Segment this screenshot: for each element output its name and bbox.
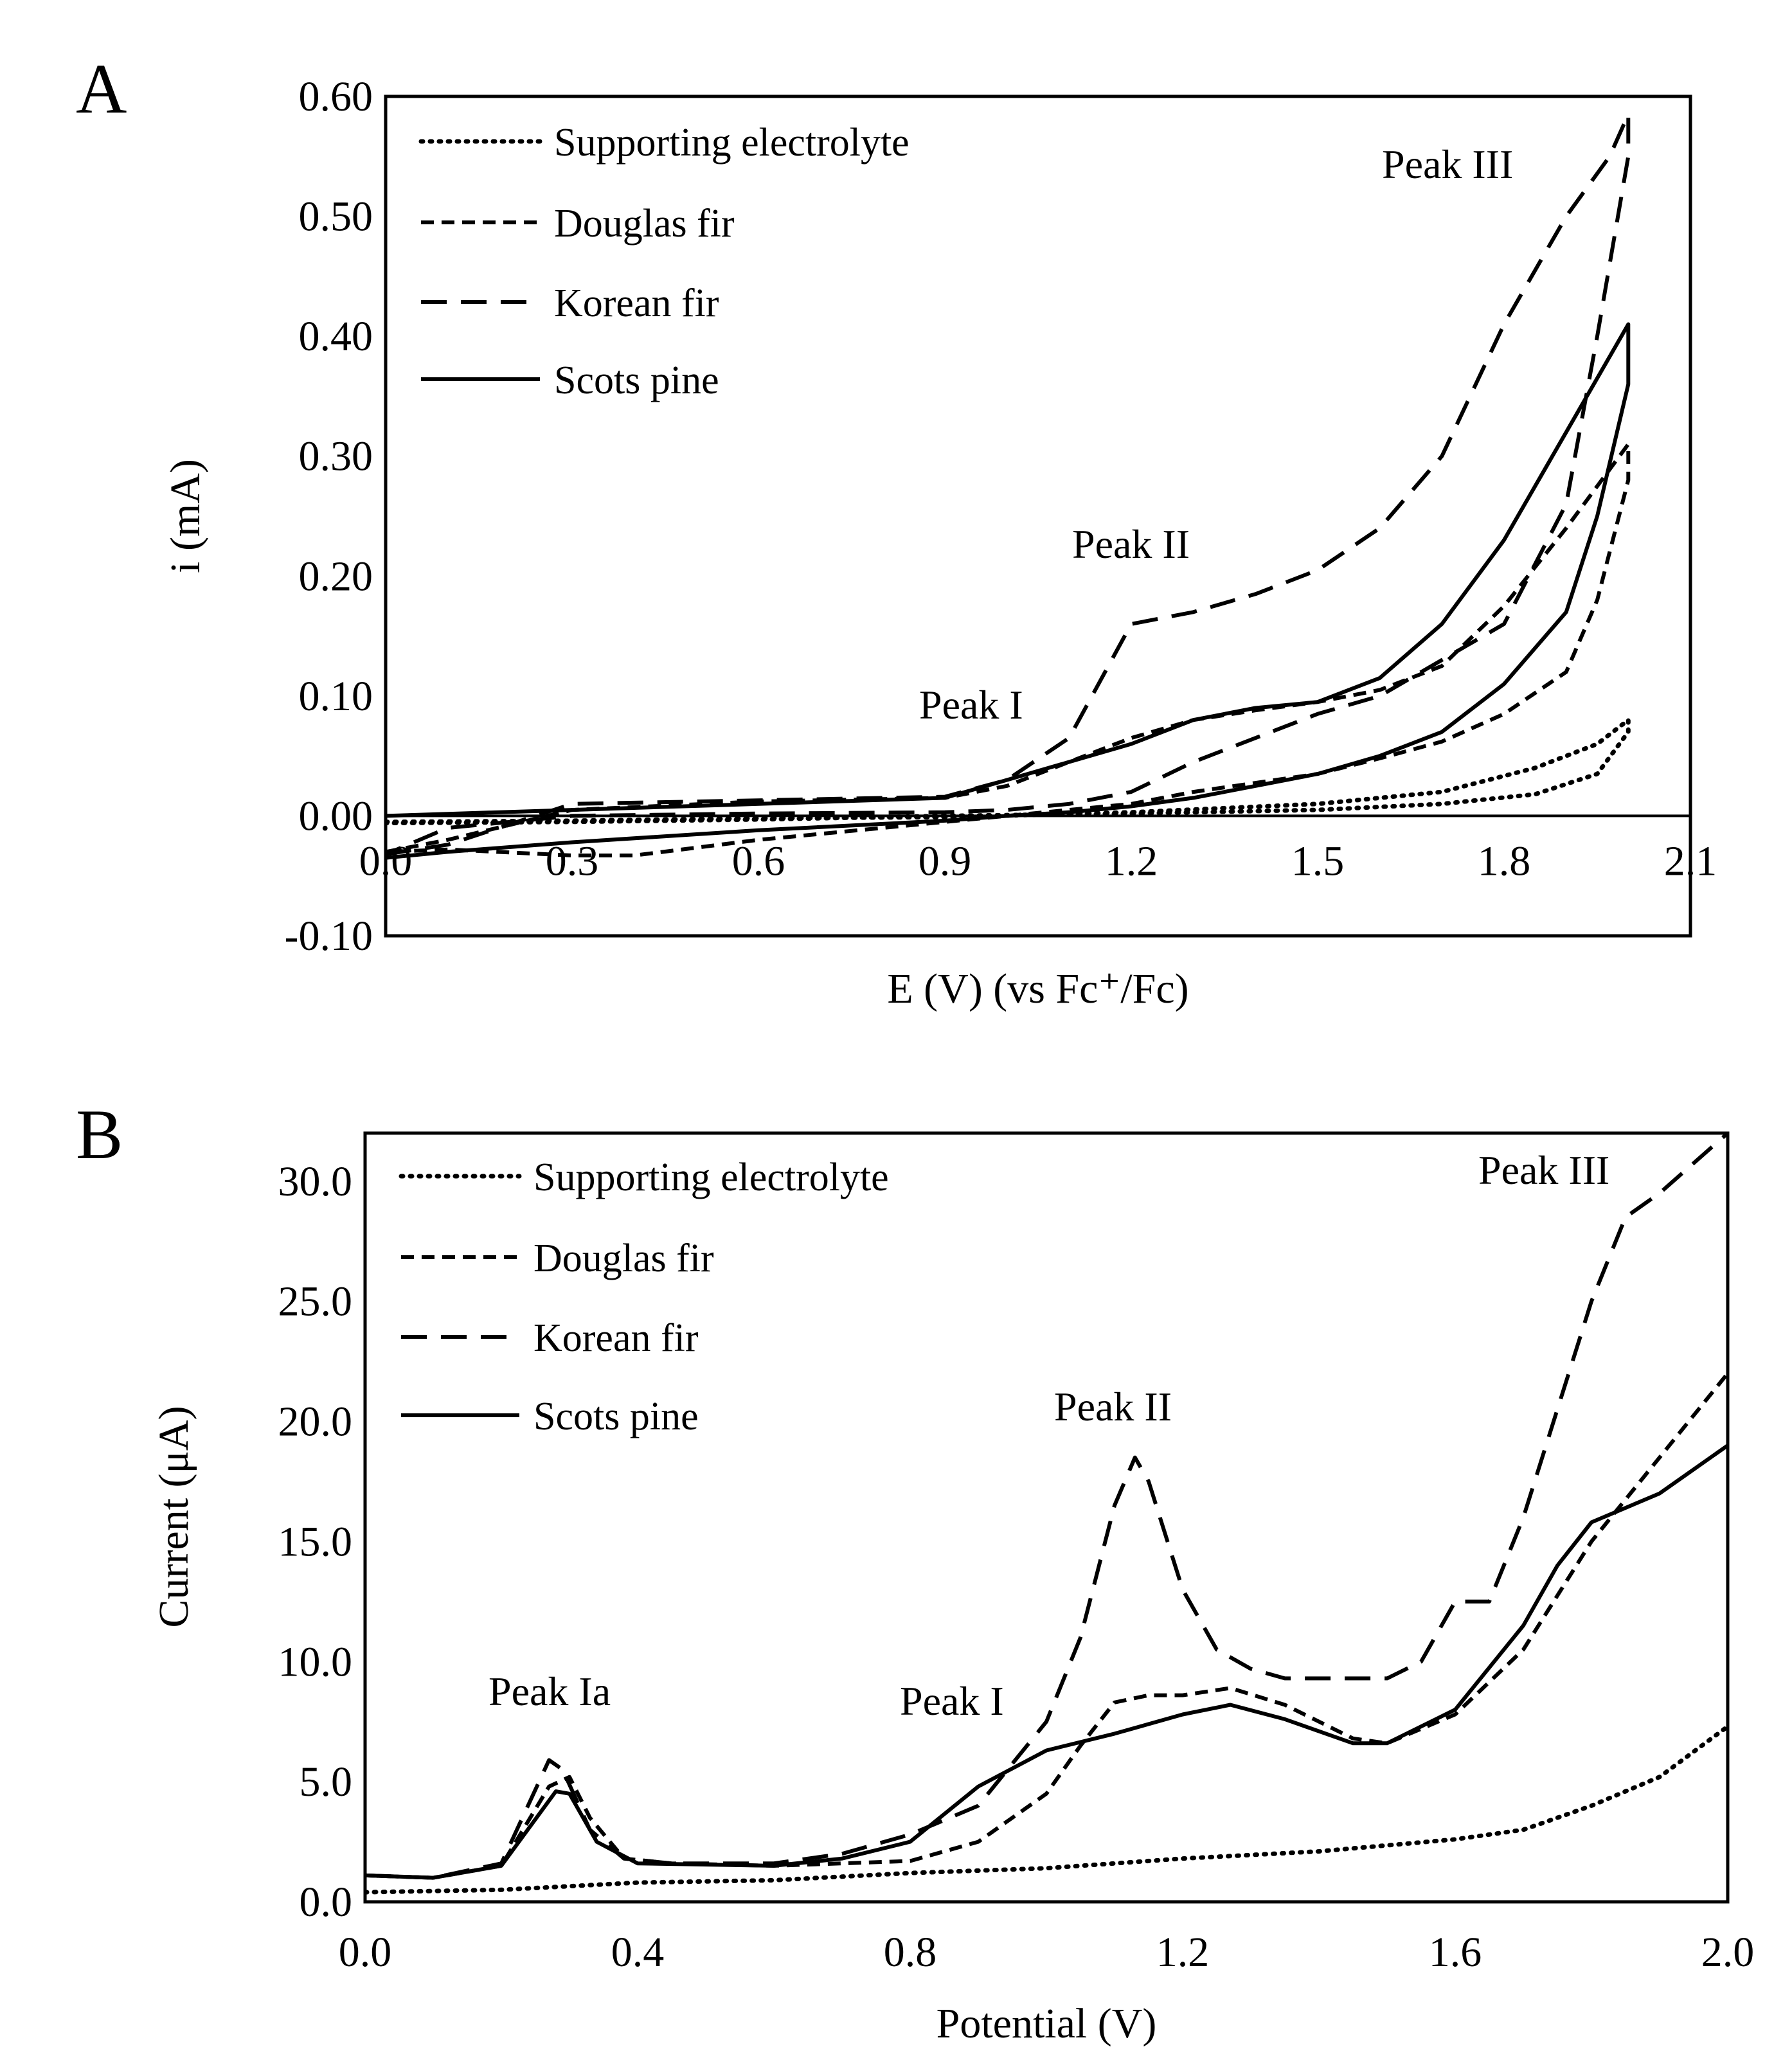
legend-b: Supporting electrolyte Douglas fir Korea… [399,1156,889,1438]
y-axis-label-a: i (mA) [162,459,209,573]
y-tick-label: 25.0 [278,1278,353,1325]
x-tick-label: 1.8 [1478,837,1531,884]
annotation-peak-i-b: Peak I [900,1678,1004,1724]
x-tick-label: 0.6 [732,837,785,884]
y-tick-label: 0.50 [299,193,373,240]
legend-label: Douglas fir [533,1237,714,1280]
y-tick-label: 0.60 [299,73,373,120]
y-tick-label: 10.0 [278,1638,353,1685]
y-tick-label: 0.40 [299,313,373,360]
annotation-peak-iii-b: Peak III [1478,1147,1609,1193]
y-tick-label: 15.0 [278,1518,353,1565]
x-tick-label: 0.4 [611,1929,665,1976]
y-axis-label-b: Current (μA) [150,1406,197,1627]
x-tick-label: 1.2 [1105,837,1158,884]
y-tick-label: 0.30 [299,433,373,480]
y-ticks-a: -0.10 0.00 0.10 0.20 0.30 0.40 0.50 0.60 [285,73,373,960]
x-tick-label: 0.3 [546,837,599,884]
x-tick-label: 2.1 [1664,837,1717,884]
annotation-peak-ii-a: Peak II [1072,521,1190,567]
x-tick-label: 1.6 [1429,1929,1482,1976]
y-tick-label: -0.10 [285,913,373,960]
series-scots-pine-a [386,322,1631,860]
series-supporting-electrolyte-a [386,717,1631,826]
series-group-a [386,112,1631,860]
y-tick-label: 0.20 [299,553,373,600]
annotation-peak-i-a: Peak I [919,682,1023,728]
panel-letter-b: B [76,1095,123,1174]
panel-letter-a: A [76,49,127,128]
y-tick-label: 20.0 [278,1399,353,1445]
y-tick-label: 30.0 [278,1158,353,1205]
x-tick-label: 0.0 [359,837,413,884]
x-ticks-b: 0.0 0.4 0.8 1.2 1.6 2.0 [339,1929,1755,1976]
series-korean-fir-a [386,112,1631,857]
x-tick-label: 1.2 [1156,1929,1210,1976]
panel-b: B 0.0 5.0 10.0 15.0 20.0 25.0 30.0 0.0 0… [76,1095,1754,2047]
panel-a: A -0.10 0.00 0.10 0.20 0.30 0.40 0.50 0.… [76,49,1717,1012]
annotation-peak-ii-b: Peak II [1054,1384,1172,1429]
series-supporting-electrolyte-b [365,1724,1728,1895]
annotation-peak-iii-a: Peak III [1382,141,1513,187]
x-tick-label: 0.9 [918,837,972,884]
annotation-peak-ia-b: Peak Ia [488,1669,611,1714]
y-tick-label: 0.10 [299,673,373,720]
y-ticks-b: 0.0 5.0 10.0 15.0 20.0 25.0 30.0 [278,1158,353,1926]
legend-label: Scots pine [554,359,719,402]
series-group-b [365,1133,1728,1895]
series-scots-pine-b [365,1444,1728,1880]
plot-frame-a [384,94,1692,938]
legend-label: Korean fir [533,1316,699,1360]
y-tick-label: 0.00 [299,792,373,839]
y-tick-label: 5.0 [300,1758,353,1805]
legend-label: Korean fir [554,282,719,325]
series-douglas-fir-b [365,1372,1728,1880]
legend-label: Douglas fir [554,202,735,246]
x-axis-label-b: Potential (V) [936,2000,1157,2047]
x-ticks-a: 0.0 0.3 0.6 0.9 1.2 1.5 1.8 2.1 [359,837,1717,884]
x-tick-label: 2.0 [1701,1929,1755,1976]
legend-label: Supporting electrolyte [533,1156,889,1199]
x-tick-label: 0.0 [339,1929,392,1976]
legend-label: Scots pine [533,1395,699,1438]
x-axis-label-a: E (V) (vs Fc⁺/Fc) [887,965,1188,1012]
x-tick-label: 0.8 [884,1929,937,1976]
plot-frame-b [363,1131,1730,1904]
legend-label: Supporting electrolyte [554,121,909,165]
legend-a: Supporting electrolyte Douglas fir Korea… [418,121,909,402]
y-tick-label: 0.0 [300,1879,353,1926]
series-douglas-fir-a [386,442,1631,857]
x-tick-label: 1.5 [1291,837,1345,884]
